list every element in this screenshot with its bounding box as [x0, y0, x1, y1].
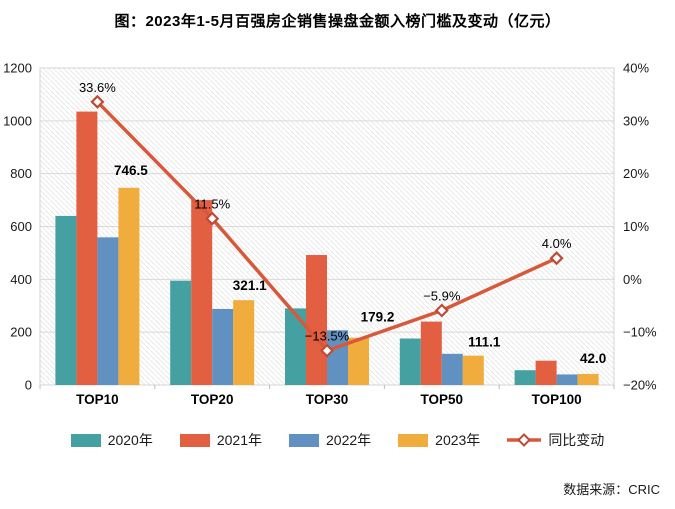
chart-legend: 2020年 2021年 2022年 2023年 同比变动	[0, 430, 675, 450]
left-axis-tick-label: 600	[10, 219, 32, 234]
line-value-label: −5.9%	[423, 289, 461, 304]
bar-value-label: 42.0	[580, 351, 606, 366]
right-axis-tick-label: −20%	[623, 378, 657, 393]
left-axis-tick-label: 800	[10, 166, 32, 181]
bar-TOP100-2021年	[535, 360, 557, 385]
left-axis-tick-label: 1000	[3, 113, 32, 128]
line-marker-diamond	[434, 303, 449, 318]
x-axis-category-label: TOP30	[306, 392, 349, 407]
left-axis-tick-label: 1200	[3, 61, 32, 76]
line-marker-diamond	[90, 94, 105, 109]
data-source-label: 数据来源：CRIC	[563, 482, 660, 497]
legend-item-同比变动: 同比变动	[507, 430, 604, 450]
bar-value-label: 179.2	[361, 310, 395, 325]
legend-swatch	[179, 433, 210, 447]
legend-item-2023年: 2023年	[398, 430, 480, 450]
bar-TOP100-2023年	[577, 373, 599, 385]
bar-TOP50-2023年	[462, 355, 484, 385]
bar-TOP50-2021年	[420, 321, 442, 385]
legend-label: 同比变动	[548, 432, 605, 448]
bar-value-label: 746.5	[114, 163, 148, 178]
left-axis-tick-label: 400	[10, 272, 32, 287]
bar-value-label: 321.1	[233, 278, 267, 293]
legend-label: 2023年	[435, 432, 481, 448]
bar-TOP50-2020年	[399, 338, 421, 385]
legend-item-2022年: 2022年	[289, 430, 371, 450]
bar-TOP10-2022年	[97, 237, 119, 385]
bar-TOP30-2021年	[306, 255, 327, 385]
line-value-label: −13.5%	[305, 329, 350, 344]
bar-TOP20-2023年	[233, 300, 255, 385]
legend-swatch	[289, 433, 319, 447]
bar-TOP10-2021年	[76, 111, 98, 386]
bar-TOP10-2023年	[118, 187, 140, 385]
line-value-label: 4.0%	[542, 236, 572, 251]
legend-label: 2021年	[216, 432, 262, 448]
bar-TOP20-2021年	[191, 200, 213, 385]
chart-plot-area: 0 −20% 200 −10% 400 0% 600 10% 800 20% 1000 30% 1200…	[3, 61, 657, 408]
x-axis-category-label: TOP100	[532, 392, 582, 407]
bar-TOP30-2023年	[348, 337, 369, 385]
bar-TOP50-2022年	[441, 353, 463, 385]
right-axis-tick-label: 40%	[623, 61, 649, 76]
line-value-label: 33.6%	[79, 80, 116, 95]
bar-TOP10-2020年	[55, 215, 77, 385]
x-axis-category-label: TOP20	[191, 392, 234, 407]
legend-swatch	[70, 433, 101, 447]
left-axis-tick-label: 200	[10, 325, 32, 340]
bar-TOP20-2020年	[170, 280, 192, 385]
line-value-label: 11.5%	[194, 197, 230, 212]
line-marker-diamond	[549, 251, 564, 266]
bar-TOP100-2020年	[514, 370, 536, 385]
x-axis-category-label: TOP10	[76, 392, 119, 407]
x-axis-category-label: TOP50	[421, 392, 464, 407]
legend-item-2021年: 2021年	[179, 430, 262, 450]
right-axis-tick-label: −10%	[623, 325, 657, 340]
bar-TOP100-2022年	[556, 374, 578, 385]
legend-line-marker-icon	[507, 433, 542, 447]
right-axis-tick-label: 30%	[623, 113, 649, 128]
line-marker-diamond	[319, 343, 335, 358]
legend-label: 2020年	[107, 432, 153, 448]
legend-item-2020年: 2020年	[70, 430, 153, 450]
right-axis-tick-label: 20%	[623, 166, 649, 181]
legend-swatch	[398, 433, 429, 447]
right-axis-tick-label: 0%	[623, 272, 642, 287]
bar-TOP20-2022年	[212, 308, 234, 385]
right-axis-tick-label: 10%	[623, 219, 649, 234]
bar-value-label: 111.1	[468, 335, 501, 350]
left-axis-tick-label: 0	[25, 378, 32, 393]
line-marker-diamond	[205, 211, 220, 226]
bar-TOP30-2020年	[285, 308, 306, 385]
chart-title: 图：2023年1-5月百强房企销售操盘金额入榜门槛及变动（亿元）	[114, 13, 561, 30]
legend-label: 2022年	[326, 432, 372, 448]
